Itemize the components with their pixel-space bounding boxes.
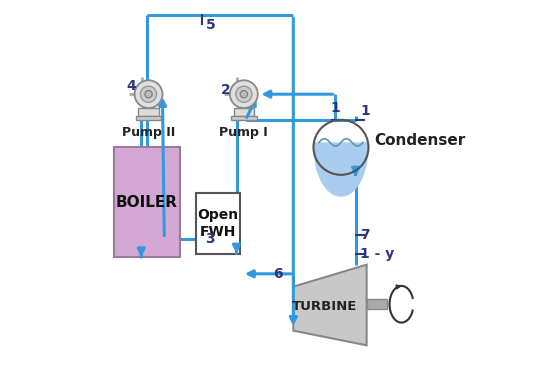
- Polygon shape: [293, 265, 367, 345]
- Text: 5: 5: [206, 18, 216, 32]
- Bar: [114, 147, 180, 257]
- Text: TURBINE: TURBINE: [292, 300, 357, 313]
- Text: Pump I: Pump I: [219, 127, 268, 139]
- Bar: [231, 116, 257, 120]
- Bar: [136, 116, 161, 120]
- Bar: [234, 108, 254, 116]
- Text: 1 - y: 1 - y: [360, 247, 395, 261]
- Text: 2: 2: [221, 83, 231, 97]
- Text: 4: 4: [126, 79, 136, 93]
- Text: Pump II: Pump II: [122, 127, 175, 139]
- Text: 1: 1: [360, 104, 370, 118]
- Circle shape: [145, 91, 152, 98]
- Text: BOILER: BOILER: [116, 195, 178, 210]
- Text: 6: 6: [273, 267, 283, 281]
- Text: 3: 3: [205, 231, 215, 245]
- Text: 7: 7: [360, 228, 370, 242]
- Circle shape: [230, 80, 258, 108]
- Circle shape: [140, 86, 157, 102]
- Circle shape: [240, 91, 248, 98]
- Text: 1: 1: [331, 102, 340, 116]
- Polygon shape: [314, 142, 369, 197]
- Text: Open
FWH: Open FWH: [197, 208, 239, 238]
- Bar: [196, 193, 240, 254]
- Bar: [139, 108, 158, 116]
- Circle shape: [236, 86, 252, 102]
- Circle shape: [135, 80, 162, 108]
- Text: Condenser: Condenser: [374, 132, 465, 148]
- Bar: [367, 299, 387, 309]
